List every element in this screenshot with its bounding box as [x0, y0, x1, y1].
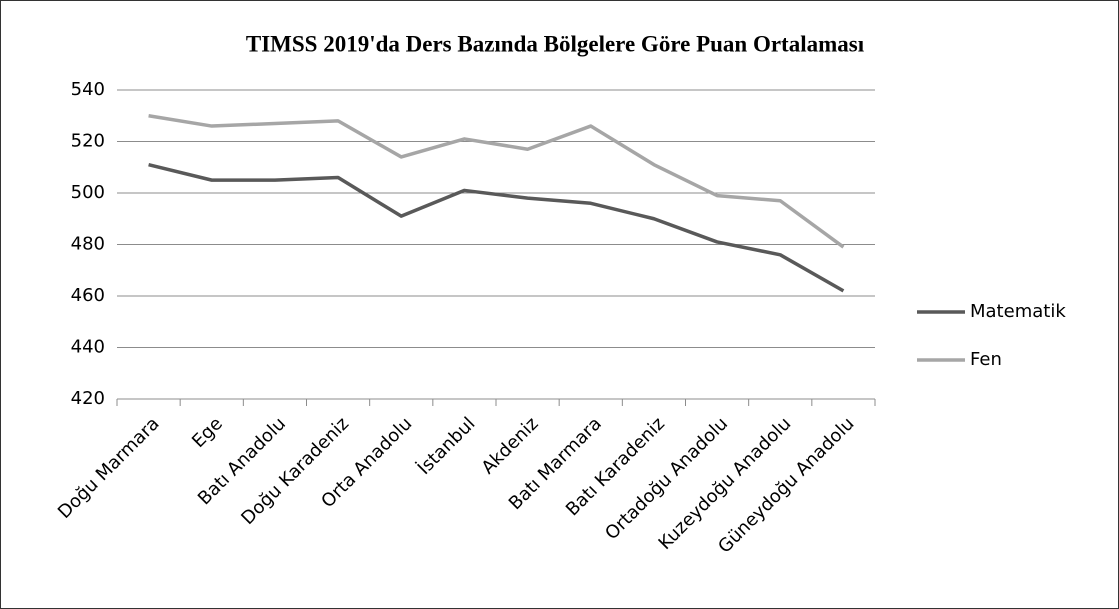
legend-label: Matematik [970, 301, 1066, 322]
y-tick-label: 420 [71, 388, 105, 409]
y-tick-label: 540 [71, 79, 105, 100]
line-series [148, 162, 845, 293]
legend-label: Fen [970, 349, 1002, 370]
line-series [148, 114, 845, 249]
y-tick-label: 480 [71, 234, 105, 255]
chart-title: TIMSS 2019'da Ders Bazında Bölgelere Gör… [246, 31, 865, 56]
y-tick-label: 460 [71, 285, 105, 306]
y-tick-label: 440 [71, 337, 105, 358]
y-tick-label: 500 [71, 182, 105, 203]
y-tick-label: 520 [71, 131, 105, 152]
